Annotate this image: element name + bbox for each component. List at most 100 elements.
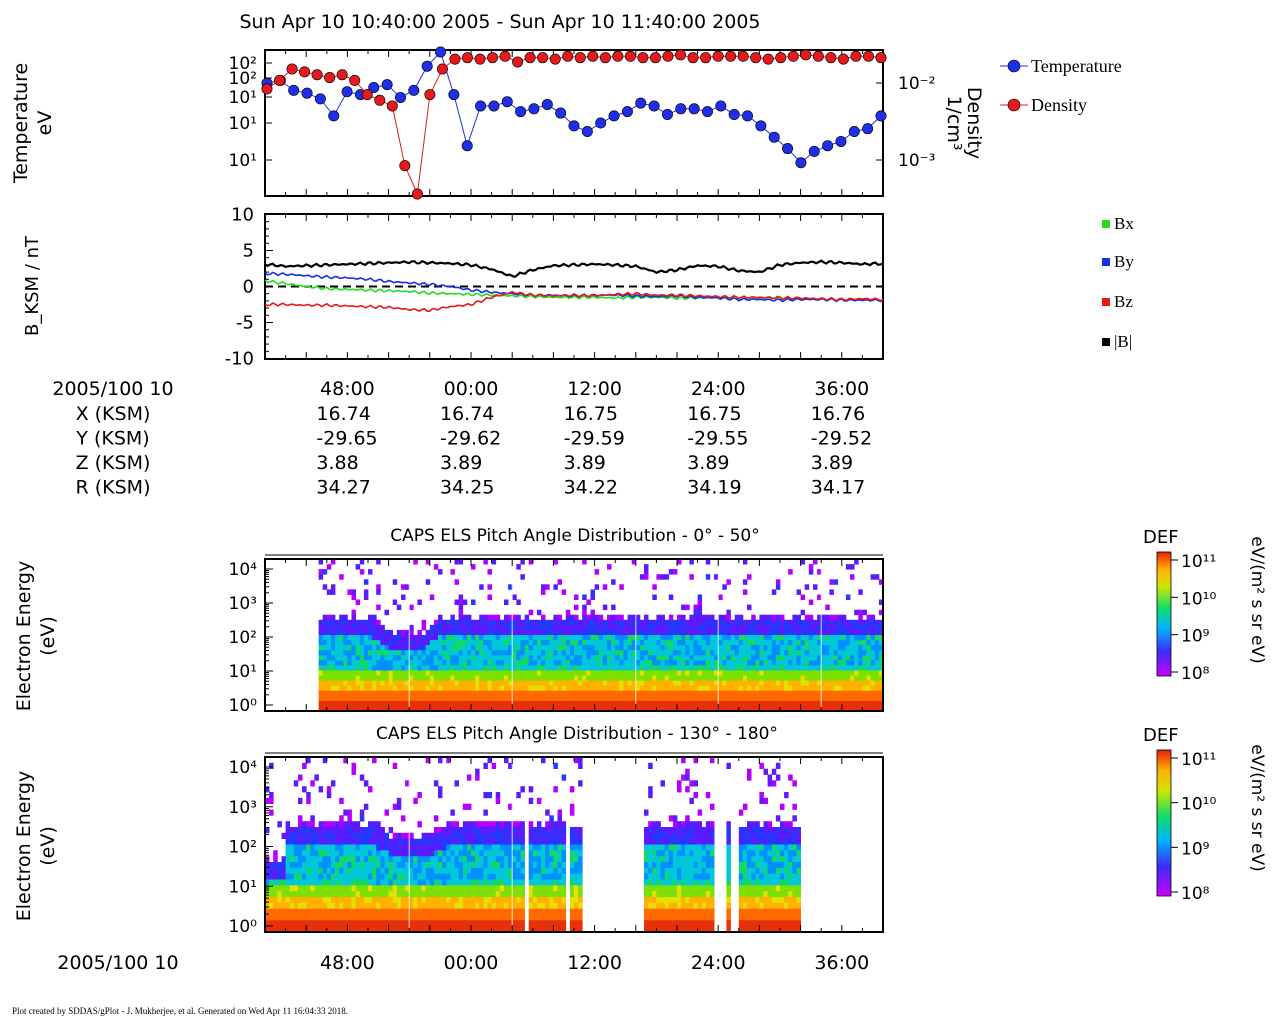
spectrogram-cell bbox=[446, 690, 451, 697]
spectrogram-cell bbox=[326, 670, 332, 676]
spectrogram-cell bbox=[442, 873, 447, 880]
spectrogram-cell bbox=[866, 705, 871, 712]
spectrogram-cell bbox=[335, 862, 340, 869]
spectrogram-cell bbox=[289, 873, 295, 880]
spectrogram-cell bbox=[705, 635, 711, 641]
spectrogram-cell bbox=[322, 680, 328, 687]
spectrogram-cell bbox=[450, 700, 455, 707]
spectrogram-cell bbox=[734, 675, 740, 681]
spectrogram-cell bbox=[792, 629, 797, 636]
spectrogram-cell bbox=[520, 645, 525, 651]
spectrogram-cell bbox=[508, 908, 513, 915]
point-temperature bbox=[501, 96, 513, 108]
spectrogram-cell bbox=[495, 680, 501, 687]
spectrogram-cell bbox=[767, 670, 773, 676]
spectrogram-cell bbox=[841, 660, 847, 666]
spectrogram-cell bbox=[545, 635, 550, 641]
spectrogram-cell bbox=[755, 655, 760, 661]
spectrogram-cell bbox=[499, 675, 505, 681]
spectrogram-cell bbox=[281, 873, 286, 880]
spectrogram-cell bbox=[471, 705, 476, 712]
spectrogram-cell bbox=[479, 862, 484, 869]
spectrogram-cell bbox=[545, 873, 550, 880]
spectrogram-cell bbox=[466, 844, 472, 851]
spectrogram-cell bbox=[574, 690, 579, 697]
spectrogram-cell bbox=[289, 902, 295, 909]
spectrogram-cell bbox=[495, 705, 501, 712]
spectrogram-cell bbox=[508, 655, 513, 661]
spectrogram-cell bbox=[433, 902, 439, 909]
spectrogram-cell bbox=[681, 690, 686, 697]
spectrogram-cell bbox=[413, 645, 418, 651]
spectrogram-cell bbox=[829, 665, 834, 671]
spectrogram-cell bbox=[681, 624, 686, 631]
spectrogram-cell bbox=[569, 832, 575, 839]
spectrogram-cell bbox=[722, 624, 727, 631]
spectrogram-cell bbox=[541, 832, 546, 839]
spectrogram-cell bbox=[821, 635, 826, 641]
spectrogram-cell bbox=[536, 827, 542, 834]
spectrogram-cell bbox=[347, 914, 352, 921]
spectrogram-cell bbox=[368, 908, 373, 915]
spectrogram-cell bbox=[878, 645, 884, 651]
spectrogram-cell bbox=[813, 685, 818, 692]
spectrogram-cell bbox=[565, 660, 571, 666]
spectrogram-cell bbox=[693, 850, 698, 857]
spectrogram-cell bbox=[697, 867, 703, 874]
spectrogram-cell bbox=[619, 645, 624, 651]
spectrogram-cell bbox=[363, 589, 369, 595]
spectrogram-cell bbox=[738, 926, 744, 933]
spectrogram-cell bbox=[594, 624, 600, 631]
spectrogram-cell bbox=[330, 655, 336, 661]
spectrogram-cell bbox=[380, 873, 385, 880]
spectrogram-cell bbox=[722, 584, 727, 590]
spectrogram-cell bbox=[549, 926, 554, 933]
spectrogram-cell bbox=[491, 614, 497, 621]
spectrogram-cell bbox=[697, 670, 703, 676]
spectrogram-cell bbox=[306, 920, 311, 927]
spectrogram-cell bbox=[850, 680, 855, 687]
spectrogram-cell bbox=[693, 685, 698, 692]
spectrogram-cell bbox=[726, 614, 731, 621]
spectrogram-cell bbox=[565, 635, 571, 641]
spectrogram-cell bbox=[339, 862, 344, 869]
spectrogram-cell bbox=[380, 867, 385, 874]
spectrogram-cell bbox=[318, 685, 324, 692]
spectrogram-cell bbox=[747, 675, 752, 681]
spectrogram-cell bbox=[681, 897, 686, 904]
spectrogram-cell bbox=[557, 705, 562, 712]
spectrogram-cell bbox=[495, 897, 501, 904]
spectrogram-cell bbox=[446, 619, 451, 626]
spectrogram-cell bbox=[351, 650, 356, 656]
spectrogram-cell bbox=[438, 705, 443, 712]
spectrogram-cell bbox=[466, 645, 472, 651]
spectrogram-cell bbox=[611, 579, 616, 585]
spectrogram-cell bbox=[458, 844, 464, 851]
spectrogram-cell bbox=[771, 655, 777, 661]
spectrogram-cell bbox=[475, 844, 480, 851]
spectrogram-cell bbox=[442, 920, 447, 927]
spectrogram-cell bbox=[376, 862, 381, 869]
spectrogram-cell bbox=[380, 645, 385, 651]
spectrogram-cell bbox=[421, 695, 427, 702]
spectrogram-cell bbox=[660, 650, 665, 656]
spectrogram-cell bbox=[561, 926, 567, 933]
spectrogram-cell bbox=[359, 926, 365, 933]
spectrogram-cell bbox=[541, 670, 546, 676]
spectrogram-cell bbox=[298, 832, 303, 839]
spectrogram-cell bbox=[652, 879, 657, 886]
legend-marker-temperature bbox=[1007, 59, 1021, 73]
spectrogram-cell bbox=[405, 650, 410, 656]
spectrogram-cell bbox=[780, 690, 785, 697]
spectrogram-cell bbox=[322, 665, 328, 671]
spectrogram-cell bbox=[553, 844, 558, 851]
spectrogram-cell bbox=[368, 569, 373, 575]
spectrogram-cell bbox=[359, 920, 365, 927]
spectrogram-cell bbox=[372, 660, 377, 666]
spectrogram-cell bbox=[524, 660, 530, 666]
spectrogram-cell bbox=[512, 850, 517, 857]
spectrogram-cell bbox=[574, 680, 579, 687]
spectrogram-cell bbox=[384, 665, 389, 671]
spectrogram-cell bbox=[837, 640, 843, 646]
spectrogram-cell bbox=[656, 695, 661, 702]
